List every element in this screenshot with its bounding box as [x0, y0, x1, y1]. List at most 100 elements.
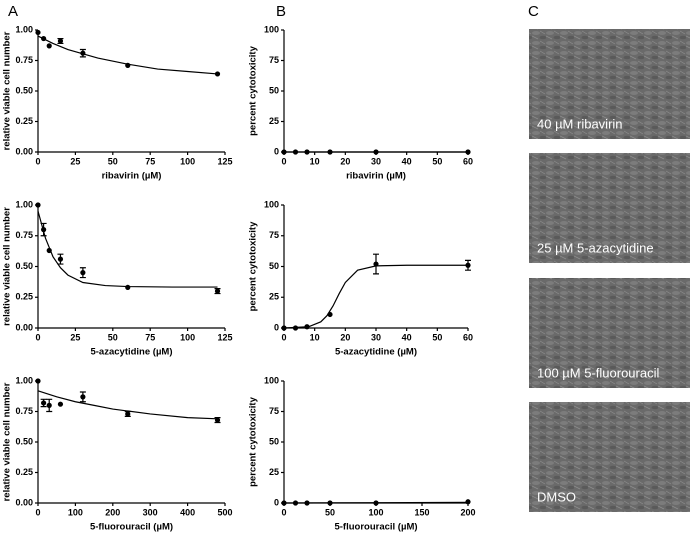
- x-tick-label: 150: [414, 507, 429, 517]
- y-tick-label: 0.00: [15, 322, 33, 332]
- x-tick-label: 30: [371, 156, 381, 166]
- data-point: [465, 262, 471, 268]
- micrograph: [529, 153, 690, 263]
- y-tick-label: 0.00: [15, 497, 33, 507]
- y-tick-label: 1.00: [15, 375, 33, 385]
- y-tick-label: 100: [264, 199, 279, 209]
- x-axis-label: ribavirin (µM): [346, 171, 406, 182]
- data-point: [292, 500, 299, 506]
- data-point: [465, 149, 471, 155]
- data-point: [214, 288, 221, 294]
- x-tick-label: 100: [180, 156, 195, 166]
- y-axis-label: percent cytotoxicity: [248, 396, 259, 486]
- data-point: [41, 227, 47, 233]
- data-point: [327, 311, 333, 318]
- x-tick-label: 125: [217, 156, 232, 166]
- y-axis-label: relative viable cell number: [2, 382, 13, 501]
- y-tick-label: 75: [269, 230, 279, 240]
- y-tick-label: 25: [269, 467, 279, 477]
- x-tick-label: 100: [180, 332, 195, 342]
- data-point: [125, 411, 131, 417]
- y-tick-label: 0: [274, 146, 279, 156]
- micrograph-label: 40 µM ribavirin: [537, 116, 623, 131]
- data-point: [41, 400, 47, 406]
- x-axis-label: 5-fluorouracil (µM): [334, 522, 417, 533]
- data-point: [304, 324, 310, 330]
- x-tick-label: 0: [281, 332, 286, 342]
- data-point: [292, 325, 299, 331]
- data-point: [125, 284, 131, 291]
- x-tick-label: 0: [35, 332, 40, 342]
- y-axis-label: percent cytotoxicity: [248, 221, 259, 311]
- x-tick-label: 0: [35, 507, 40, 517]
- data-point: [46, 43, 52, 49]
- panel-label: A: [8, 3, 18, 20]
- data-point: [35, 29, 41, 36]
- data-point: [41, 35, 47, 42]
- data-point: [281, 149, 287, 155]
- data-point: [281, 325, 287, 331]
- x-tick-label: 10: [310, 156, 320, 166]
- y-tick-label: 100: [264, 24, 279, 34]
- data-point: [125, 62, 131, 68]
- data-point: [35, 202, 41, 208]
- x-tick-label: 30: [371, 332, 381, 342]
- x-tick-label: 50: [432, 332, 442, 342]
- x-tick-label: 300: [143, 507, 158, 517]
- x-axis-label: ribavirin (µM): [102, 171, 162, 182]
- fit-curve: [37, 210, 218, 288]
- x-tick-label: 100: [68, 507, 83, 517]
- data-point: [35, 378, 41, 384]
- y-tick-label: 75: [269, 406, 279, 416]
- fit-curve: [283, 264, 468, 329]
- x-axis-label: 5-azacytidine (µM): [335, 347, 417, 358]
- data-point: [327, 149, 333, 155]
- x-tick-label: 25: [70, 332, 80, 342]
- x-tick-label: 75: [145, 332, 155, 342]
- micrograph: [529, 402, 690, 512]
- y-tick-label: 0.75: [15, 406, 33, 416]
- y-tick-label: 50: [269, 261, 279, 271]
- y-tick-label: 0.75: [15, 55, 33, 65]
- x-tick-label: 75: [145, 156, 155, 166]
- y-tick-label: 25: [269, 116, 279, 126]
- fit-curve: [37, 35, 218, 75]
- x-tick-label: 200: [105, 507, 120, 517]
- y-tick-label: 0.25: [15, 116, 33, 126]
- data-point: [57, 401, 64, 407]
- x-tick-label: 40: [402, 332, 412, 342]
- data-point: [214, 417, 221, 423]
- data-point: [57, 38, 64, 44]
- y-tick-label: 100: [264, 375, 279, 385]
- x-tick-label: 20: [340, 332, 350, 342]
- x-tick-label: 0: [281, 507, 286, 517]
- x-tick-label: 50: [325, 507, 335, 517]
- y-axis-label: relative viable cell number: [2, 207, 13, 326]
- data-point: [373, 261, 379, 267]
- y-axis-label: percent cytotoxicity: [248, 45, 259, 135]
- micrograph-label: 100 µM 5-fluorouracil: [537, 365, 659, 380]
- data-point: [57, 256, 64, 262]
- y-tick-label: 0.25: [15, 467, 33, 477]
- x-tick-label: 125: [217, 332, 232, 342]
- y-tick-label: 0: [274, 322, 279, 332]
- data-point: [214, 71, 221, 77]
- data-point: [281, 500, 287, 506]
- data-point: [80, 270, 86, 276]
- x-tick-label: 500: [217, 507, 232, 517]
- x-tick-label: 200: [460, 507, 475, 517]
- panel-label: B: [276, 3, 286, 20]
- data-point: [80, 50, 86, 56]
- y-tick-label: 0.75: [15, 230, 33, 240]
- micrograph-label: 25 µM 5-azacytidine: [537, 240, 654, 255]
- y-tick-label: 0.25: [15, 292, 33, 302]
- x-axis-label: 5-fluorouracil (µM): [90, 522, 173, 533]
- y-axis-label: relative viable cell number: [2, 31, 13, 150]
- data-point: [373, 500, 379, 506]
- x-tick-label: 0: [35, 156, 40, 166]
- y-tick-label: 50: [269, 436, 279, 446]
- y-tick-label: 0: [274, 497, 279, 507]
- y-tick-label: 75: [269, 55, 279, 65]
- x-tick-label: 60: [463, 156, 473, 166]
- x-tick-label: 50: [108, 332, 118, 342]
